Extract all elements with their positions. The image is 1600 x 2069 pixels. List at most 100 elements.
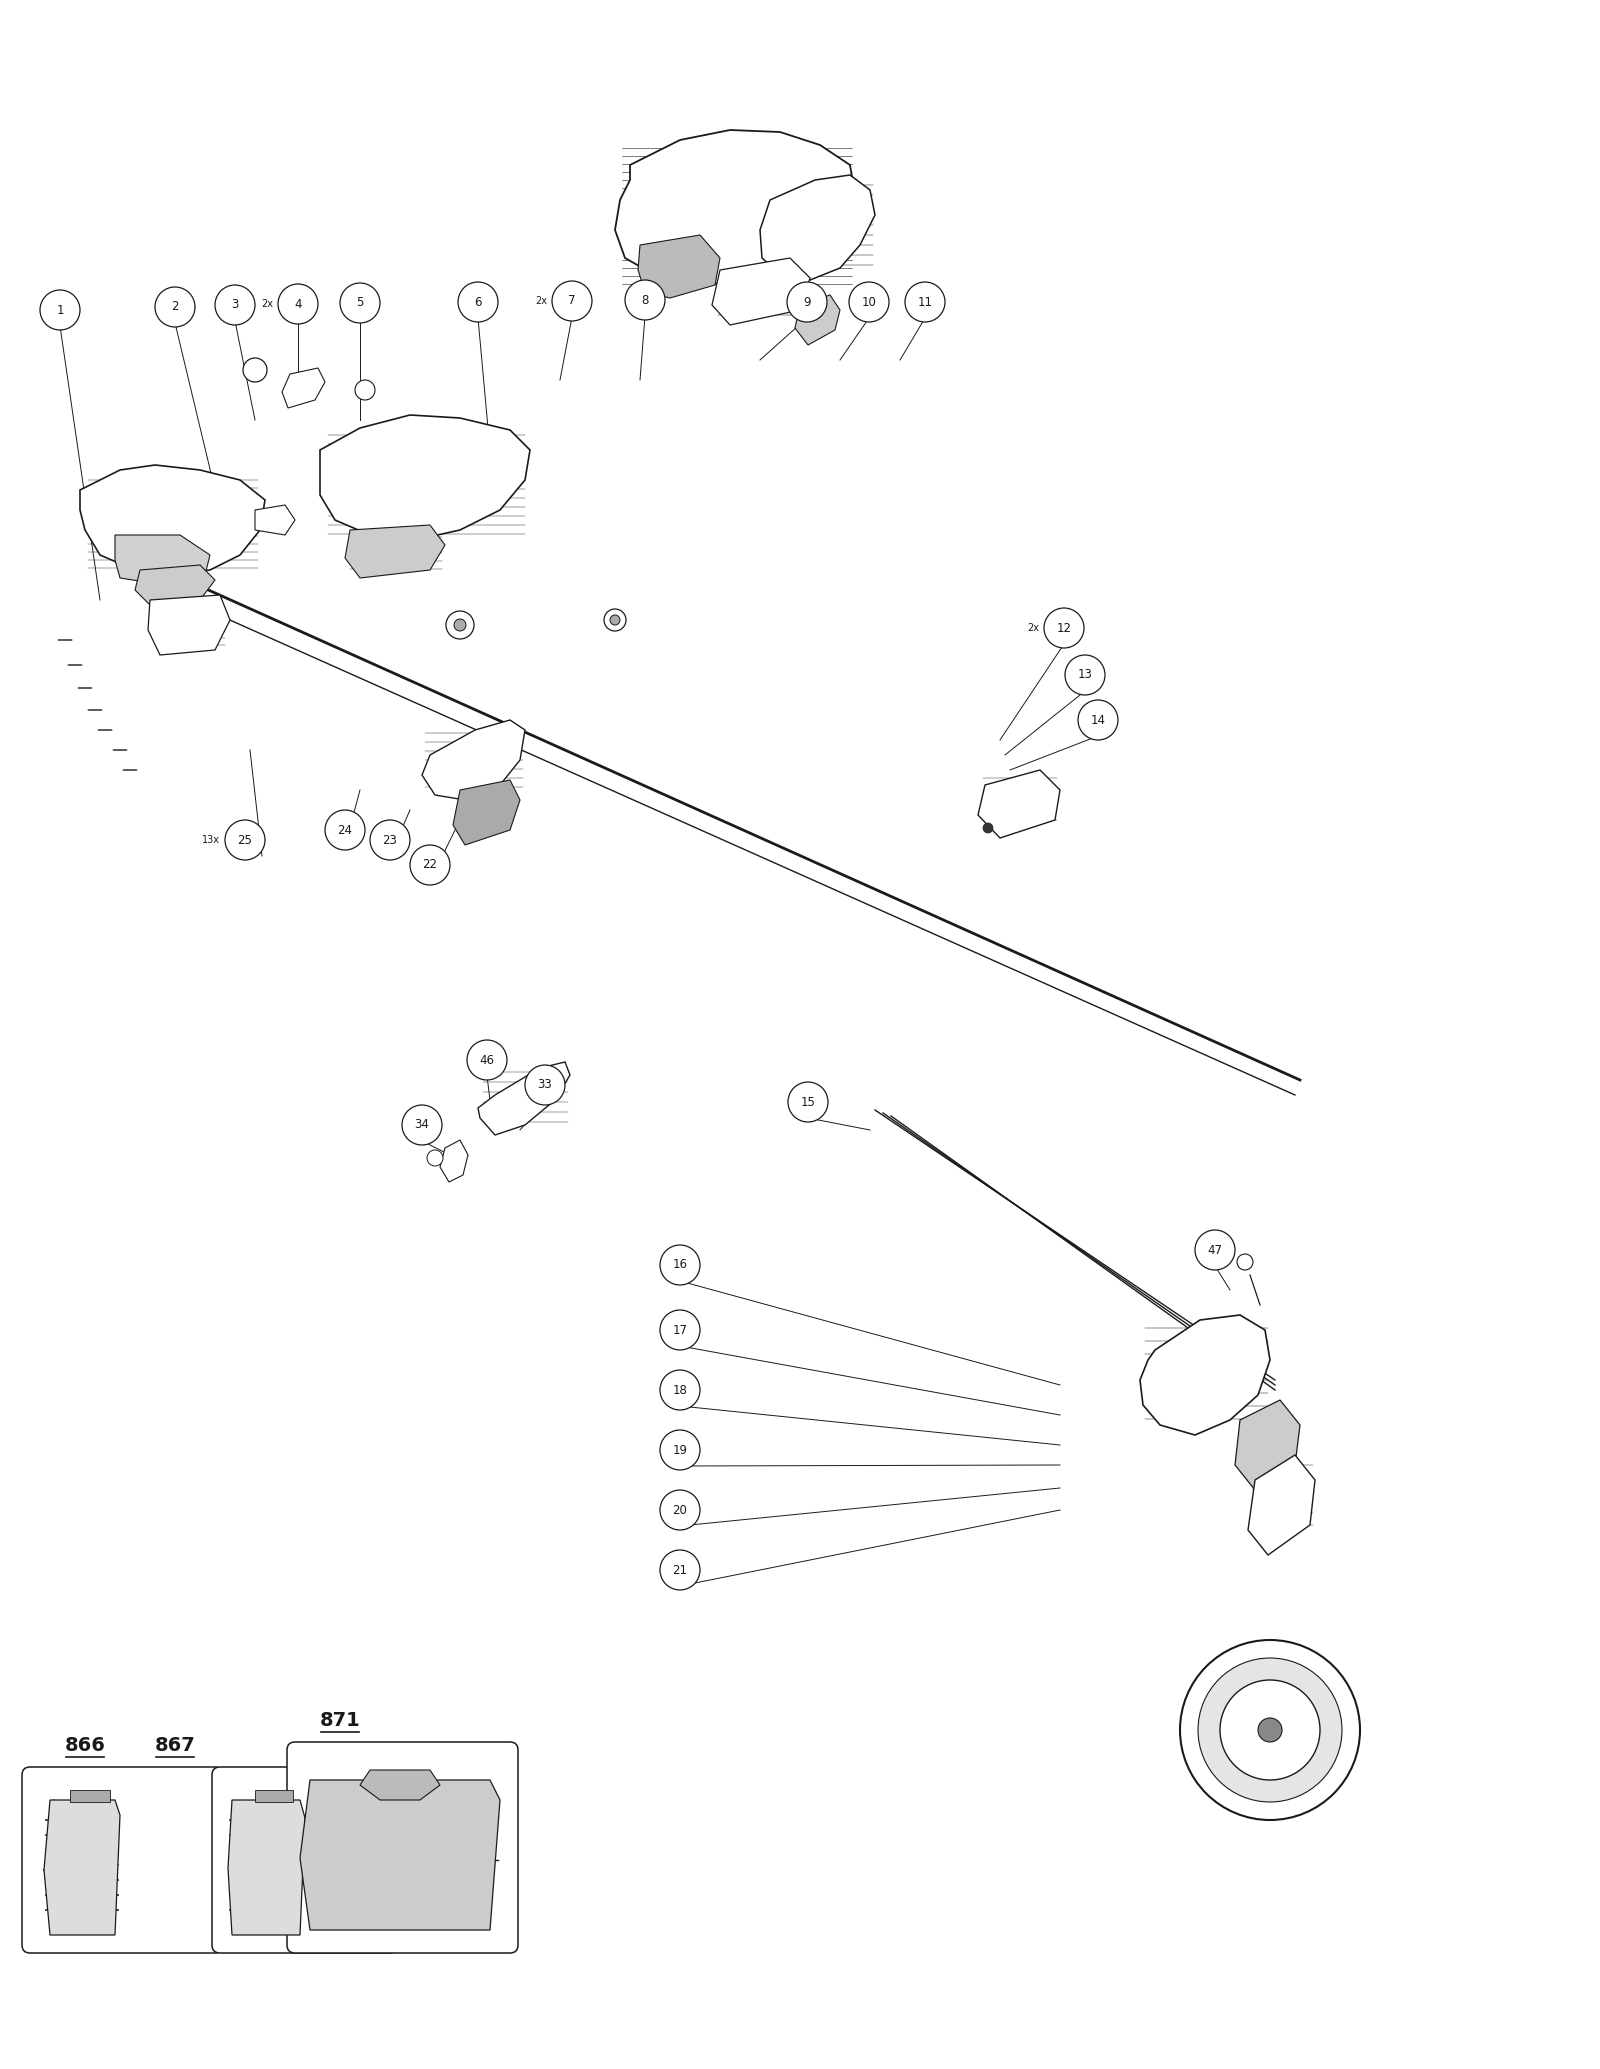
- Circle shape: [454, 619, 466, 631]
- Polygon shape: [134, 565, 214, 604]
- Polygon shape: [638, 236, 720, 298]
- Circle shape: [1043, 608, 1085, 648]
- Circle shape: [243, 358, 267, 383]
- Text: 14: 14: [1091, 714, 1106, 726]
- Polygon shape: [115, 536, 210, 586]
- Text: 9: 9: [803, 296, 811, 308]
- Text: 866: 866: [64, 1736, 106, 1755]
- Text: 1: 1: [56, 304, 64, 317]
- Text: 13x: 13x: [202, 836, 221, 844]
- Circle shape: [458, 281, 498, 323]
- Text: 2x: 2x: [261, 300, 274, 308]
- FancyBboxPatch shape: [211, 1767, 398, 1953]
- Text: 25: 25: [237, 834, 253, 846]
- Polygon shape: [1248, 1455, 1315, 1556]
- Circle shape: [402, 1105, 442, 1144]
- Polygon shape: [80, 466, 266, 575]
- Polygon shape: [453, 780, 520, 844]
- Circle shape: [339, 283, 381, 323]
- Text: 22: 22: [422, 859, 437, 871]
- Text: 19: 19: [672, 1444, 688, 1457]
- Text: 867: 867: [155, 1736, 195, 1755]
- Text: 2: 2: [171, 300, 179, 314]
- Circle shape: [661, 1310, 701, 1349]
- Polygon shape: [147, 596, 230, 656]
- Polygon shape: [1139, 1316, 1270, 1436]
- Circle shape: [467, 1041, 507, 1080]
- Polygon shape: [422, 720, 525, 801]
- Circle shape: [787, 1082, 829, 1121]
- Text: 34: 34: [414, 1119, 429, 1132]
- Text: 4: 4: [294, 298, 302, 310]
- Bar: [254, 1790, 293, 1802]
- Text: 6: 6: [474, 296, 482, 308]
- Polygon shape: [360, 1769, 440, 1800]
- Text: 5: 5: [357, 296, 363, 310]
- Polygon shape: [254, 505, 294, 536]
- Circle shape: [610, 614, 621, 625]
- Text: 33: 33: [538, 1078, 552, 1092]
- Circle shape: [552, 281, 592, 321]
- Polygon shape: [614, 130, 854, 286]
- Text: 2x: 2x: [534, 296, 547, 306]
- Circle shape: [1198, 1657, 1342, 1802]
- Text: 15: 15: [800, 1095, 816, 1109]
- Polygon shape: [478, 1061, 570, 1136]
- Circle shape: [1237, 1254, 1253, 1270]
- Circle shape: [1078, 699, 1118, 741]
- Circle shape: [214, 286, 254, 325]
- Circle shape: [370, 819, 410, 861]
- Circle shape: [1181, 1641, 1360, 1821]
- Text: 20: 20: [672, 1504, 688, 1517]
- Circle shape: [155, 288, 195, 327]
- Polygon shape: [1235, 1401, 1299, 1490]
- Circle shape: [355, 381, 374, 399]
- Circle shape: [40, 290, 80, 329]
- Circle shape: [325, 809, 365, 850]
- Circle shape: [1066, 656, 1106, 695]
- Circle shape: [278, 283, 318, 325]
- Polygon shape: [282, 368, 325, 408]
- Text: 18: 18: [672, 1384, 688, 1397]
- Circle shape: [1195, 1229, 1235, 1270]
- Circle shape: [661, 1550, 701, 1589]
- Text: 24: 24: [338, 823, 352, 836]
- FancyBboxPatch shape: [22, 1767, 222, 1953]
- Circle shape: [906, 281, 946, 323]
- Polygon shape: [346, 526, 445, 577]
- Polygon shape: [440, 1140, 467, 1181]
- Bar: [70, 1790, 110, 1802]
- Polygon shape: [320, 416, 530, 540]
- Polygon shape: [978, 770, 1059, 838]
- Circle shape: [525, 1066, 565, 1105]
- Polygon shape: [229, 1800, 306, 1935]
- Text: 2x: 2x: [1027, 623, 1038, 633]
- Circle shape: [626, 279, 666, 321]
- Text: 3: 3: [232, 298, 238, 312]
- Circle shape: [446, 610, 474, 639]
- Text: 16: 16: [672, 1258, 688, 1272]
- Text: 7: 7: [568, 294, 576, 308]
- Polygon shape: [795, 296, 840, 346]
- Circle shape: [787, 281, 827, 323]
- Text: 12: 12: [1056, 621, 1072, 635]
- Text: 871: 871: [320, 1711, 360, 1730]
- Text: 47: 47: [1208, 1243, 1222, 1256]
- FancyBboxPatch shape: [286, 1742, 518, 1953]
- Text: 17: 17: [672, 1324, 688, 1337]
- Polygon shape: [301, 1779, 499, 1930]
- Text: 23: 23: [382, 834, 397, 846]
- Circle shape: [1221, 1680, 1320, 1779]
- Circle shape: [605, 608, 626, 631]
- Circle shape: [661, 1430, 701, 1469]
- Polygon shape: [712, 259, 810, 325]
- Circle shape: [982, 823, 994, 834]
- Polygon shape: [760, 176, 875, 279]
- Text: 10: 10: [861, 296, 877, 308]
- Circle shape: [226, 819, 266, 861]
- Text: 13: 13: [1077, 668, 1093, 681]
- Text: 8: 8: [642, 294, 648, 306]
- Circle shape: [427, 1150, 443, 1167]
- Circle shape: [661, 1490, 701, 1529]
- Circle shape: [1258, 1717, 1282, 1742]
